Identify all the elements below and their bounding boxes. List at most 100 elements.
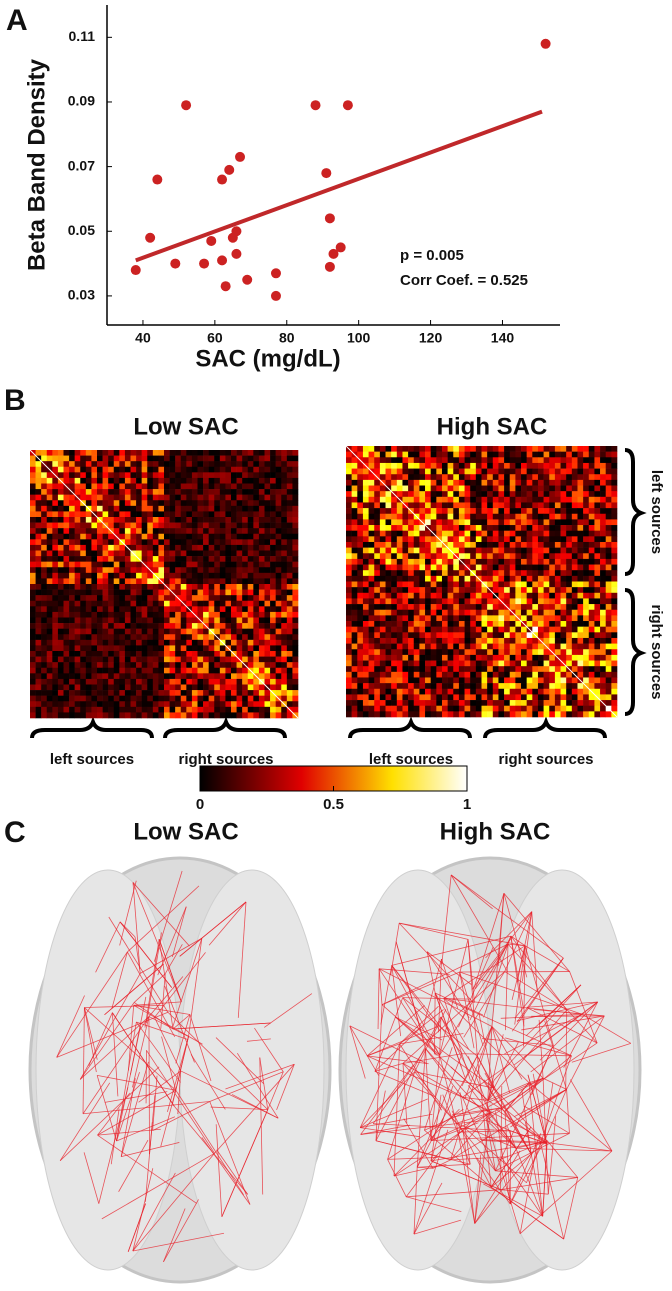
matrix-cell (583, 469, 589, 475)
matrix-cell (414, 531, 420, 537)
matrix-cell (181, 701, 187, 707)
matrix-cell (225, 712, 231, 718)
matrix-cell (30, 601, 36, 607)
matrix-cell (142, 528, 148, 534)
matrix-cell (58, 461, 64, 467)
matrix-cell (566, 486, 572, 492)
matrix-cell (186, 517, 192, 523)
matrix-cell (30, 562, 36, 568)
matrix-cell (108, 618, 114, 624)
matrix-cell (80, 461, 86, 467)
matrix-cell (583, 502, 589, 508)
matrix-cell (175, 551, 181, 557)
matrix-cell (97, 472, 103, 478)
matrix-cell (408, 457, 414, 463)
matrix-cell (237, 484, 243, 490)
matrix-cell (147, 456, 153, 462)
matrix-cell (476, 610, 482, 616)
matrix-cell (363, 514, 369, 520)
matrix-cell (459, 638, 465, 644)
matrix-cell (357, 536, 363, 542)
matrix-cell (259, 478, 265, 484)
matrix-cell (231, 578, 237, 584)
matrix-cell (600, 672, 606, 678)
matrix-cell (58, 472, 64, 478)
matrix-cell (69, 450, 75, 456)
matrix-cell (419, 706, 425, 712)
matrix-cell (209, 534, 215, 540)
matrix-cell (363, 469, 369, 475)
matrix-cell (561, 480, 567, 486)
matrix-cell (425, 672, 431, 678)
matrix-cell (259, 662, 265, 668)
matrix-cell (487, 548, 493, 554)
matrix-cell (436, 531, 442, 537)
matrix-cell (408, 463, 414, 469)
matrix-cell (515, 548, 521, 554)
matrix-cell (589, 548, 595, 554)
matrix-cell (192, 651, 198, 657)
matrix-cell (374, 694, 380, 700)
matrix-cell (119, 645, 125, 651)
matrix-cell (181, 523, 187, 529)
matrix-cell (36, 701, 42, 707)
matrix-cell (125, 573, 131, 579)
matrix-cell (242, 467, 248, 473)
matrix-cell (527, 638, 533, 644)
matrix-cell (276, 606, 282, 612)
matrix-cell (64, 478, 70, 484)
matrix-cell (69, 662, 75, 668)
matrix-cell (231, 601, 237, 607)
matrix-cell (153, 489, 159, 495)
matrix-cell (220, 489, 226, 495)
matrix-cell (357, 565, 363, 571)
matrix-cell (594, 582, 600, 588)
matrix-cell (237, 690, 243, 696)
point (224, 165, 234, 175)
matrix-cell (425, 582, 431, 588)
matrix-cell (549, 553, 555, 559)
matrix-cell (600, 446, 606, 452)
matrix-cell (346, 677, 352, 683)
matrix-cell (125, 467, 131, 473)
matrix-cell (374, 497, 380, 503)
matrix-cell (164, 551, 170, 557)
matrix-cell (147, 467, 153, 473)
matrix-cell (606, 711, 612, 717)
matrix-cell (292, 500, 298, 506)
matrix-cell (357, 525, 363, 531)
matrix-cell (352, 610, 358, 616)
matrix-cell (611, 627, 617, 633)
matrix-cell (465, 519, 471, 525)
matrix-cell (510, 582, 516, 588)
matrix-cell (292, 523, 298, 529)
matrix-cell (142, 489, 148, 495)
matrix-cell (369, 644, 375, 650)
matrix-cell (186, 612, 192, 618)
matrix-cell (465, 627, 471, 633)
matrix-cell (544, 452, 550, 458)
matrix-cell (391, 661, 397, 667)
matrix-cell (538, 469, 544, 475)
matrix-cell (86, 701, 92, 707)
matrix-cell (431, 598, 437, 604)
matrix-cell (237, 551, 243, 557)
matrix-cell (504, 666, 510, 672)
matrix-cell (69, 707, 75, 713)
matrix-cell (75, 567, 81, 573)
matrix-cell (453, 711, 459, 717)
matrix-cell (544, 553, 550, 559)
matrix-cell (242, 707, 248, 713)
matrix-cell (36, 495, 42, 501)
matrix-cell (532, 700, 538, 706)
matrix-cell (487, 525, 493, 531)
matrix-cell (532, 615, 538, 621)
matrix-cell (265, 690, 271, 696)
matrix-cell (510, 480, 516, 486)
matrix-cell (419, 711, 425, 717)
matrix-cell (170, 556, 176, 562)
matrix-cell (561, 700, 567, 706)
matrix-cell (408, 655, 414, 661)
matrix-cell (108, 450, 114, 456)
matrix-cell (374, 644, 380, 650)
